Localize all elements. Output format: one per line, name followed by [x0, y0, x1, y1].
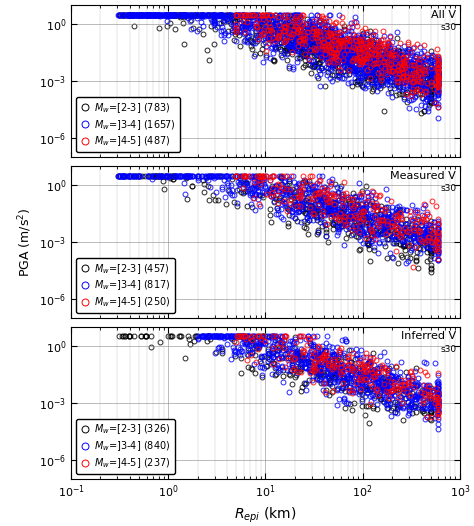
Text: s30: s30	[441, 345, 457, 354]
X-axis label: $R_{epi}$ (km): $R_{epi}$ (km)	[234, 505, 297, 525]
Legend: $M_w$=[2-3] (457), $M_w$=]3-4] (817), $M_w$=]4-5] (250): $M_w$=[2-3] (457), $M_w$=]3-4] (817), $M…	[76, 258, 175, 313]
Text: All V: All V	[431, 10, 456, 20]
Text: Measured V: Measured V	[390, 170, 456, 180]
Text: Inferred V: Inferred V	[401, 331, 456, 341]
Legend: $M_w$=[2-3] (783), $M_w$=]3-4] (1657), $M_w$=]4-5] (487): $M_w$=[2-3] (783), $M_w$=]3-4] (1657), $…	[76, 97, 180, 152]
Legend: $M_w$=[2-3] (326), $M_w$=]3-4] (840), $M_w$=]4-5] (237): $M_w$=[2-3] (326), $M_w$=]3-4] (840), $M…	[76, 419, 175, 474]
Text: s30: s30	[441, 184, 457, 193]
Text: s30: s30	[441, 24, 457, 33]
Y-axis label: PGA (m/s$^2$): PGA (m/s$^2$)	[16, 207, 34, 277]
